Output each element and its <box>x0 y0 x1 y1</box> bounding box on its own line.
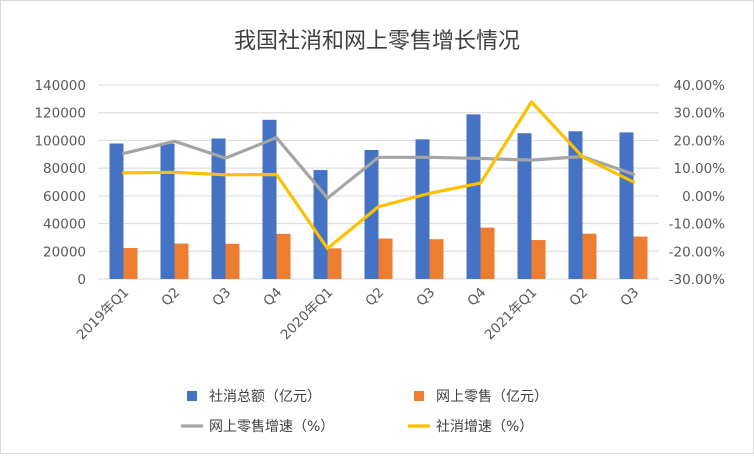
x-tick-label: Q4 <box>260 285 285 310</box>
x-tick-label: Q2 <box>566 285 591 310</box>
right-tick-label: 40.00% <box>674 78 726 94</box>
right-tick-label: 10.00% <box>674 161 726 177</box>
legend-label: 社消增速（%） <box>436 419 533 435</box>
left-tick-label: 120000 <box>34 106 86 122</box>
left-tick-label: 60000 <box>43 189 86 205</box>
left-tick-label: 80000 <box>43 161 86 177</box>
left-tick-label: 40000 <box>43 217 86 233</box>
chart-title: 我国社消和网上零售增长情况 <box>234 29 520 54</box>
lines <box>121 100 636 251</box>
right-tick-label: 20.00% <box>674 133 726 149</box>
left-axis-ticks: 0 20000 40000 60000 80000 100000 120000 140000 <box>34 78 86 288</box>
bar-total-retail <box>313 170 328 279</box>
bar-online-retail <box>582 233 597 279</box>
x-tick-label: Q2 <box>158 285 183 310</box>
legend-label: 网上零售增速（%） <box>209 419 334 435</box>
legend-swatch <box>414 391 424 401</box>
bar-total-retail <box>517 133 532 279</box>
left-tick-label: 100000 <box>34 133 86 149</box>
legend-swatch <box>187 391 197 401</box>
x-tick-label: 2019年Q1 <box>74 285 133 344</box>
x-tick-label: Q4 <box>464 285 489 310</box>
bar-total-retail <box>211 138 226 279</box>
x-tick-label: 2020年Q1 <box>278 285 337 344</box>
bar-total-retail <box>568 131 583 279</box>
bar-online-retail <box>225 243 240 279</box>
right-tick-label: -10.00% <box>669 217 726 233</box>
legend-label: 网上零售（亿元） <box>436 389 548 405</box>
left-tick-label: 20000 <box>43 244 86 260</box>
right-tick-label: 30.00% <box>674 106 726 122</box>
bar-total-retail <box>262 119 277 279</box>
left-tick-label: 0 <box>77 272 86 288</box>
bar-online-retail <box>327 248 342 279</box>
bar-total-retail <box>109 143 124 279</box>
bar-total-retail <box>466 114 481 280</box>
bar-online-retail <box>633 236 648 279</box>
right-tick-label: -20.00% <box>669 244 726 260</box>
x-tick-label: Q2 <box>362 285 387 310</box>
bar-total-retail <box>619 132 634 279</box>
bar-online-retail <box>531 240 546 279</box>
bar-total-retail <box>364 149 379 279</box>
bar-online-retail <box>429 239 444 279</box>
right-tick-label: 0.00% <box>682 189 725 205</box>
bar-online-retail <box>123 247 138 279</box>
line-retail-growth <box>121 100 636 251</box>
left-tick-label: 140000 <box>34 78 86 94</box>
x-tick-label: Q3 <box>617 285 642 310</box>
bar-online-retail <box>174 243 189 279</box>
x-tick-label: 2021年Q1 <box>482 285 541 344</box>
legend-label: 社消总额（亿元） <box>209 389 321 405</box>
legend: 社消总额（亿元） 网上零售（亿元） 网上零售增速（%） 社消增速（%） <box>181 389 548 435</box>
bar-online-retail <box>276 233 291 279</box>
bars <box>109 114 648 280</box>
bar-online-retail <box>378 238 393 279</box>
x-tick-label: Q3 <box>209 285 234 310</box>
bar-total-retail <box>415 139 430 279</box>
right-axis-ticks: -30.00% -20.00% -10.00% 0.00% 10.00% 20.00% 30… <box>669 78 726 288</box>
x-tick-label: Q3 <box>413 285 438 310</box>
line-online-growth <box>121 136 636 200</box>
bar-online-retail <box>480 227 495 279</box>
bar-total-retail <box>160 143 175 279</box>
right-tick-label: -30.00% <box>669 272 726 288</box>
